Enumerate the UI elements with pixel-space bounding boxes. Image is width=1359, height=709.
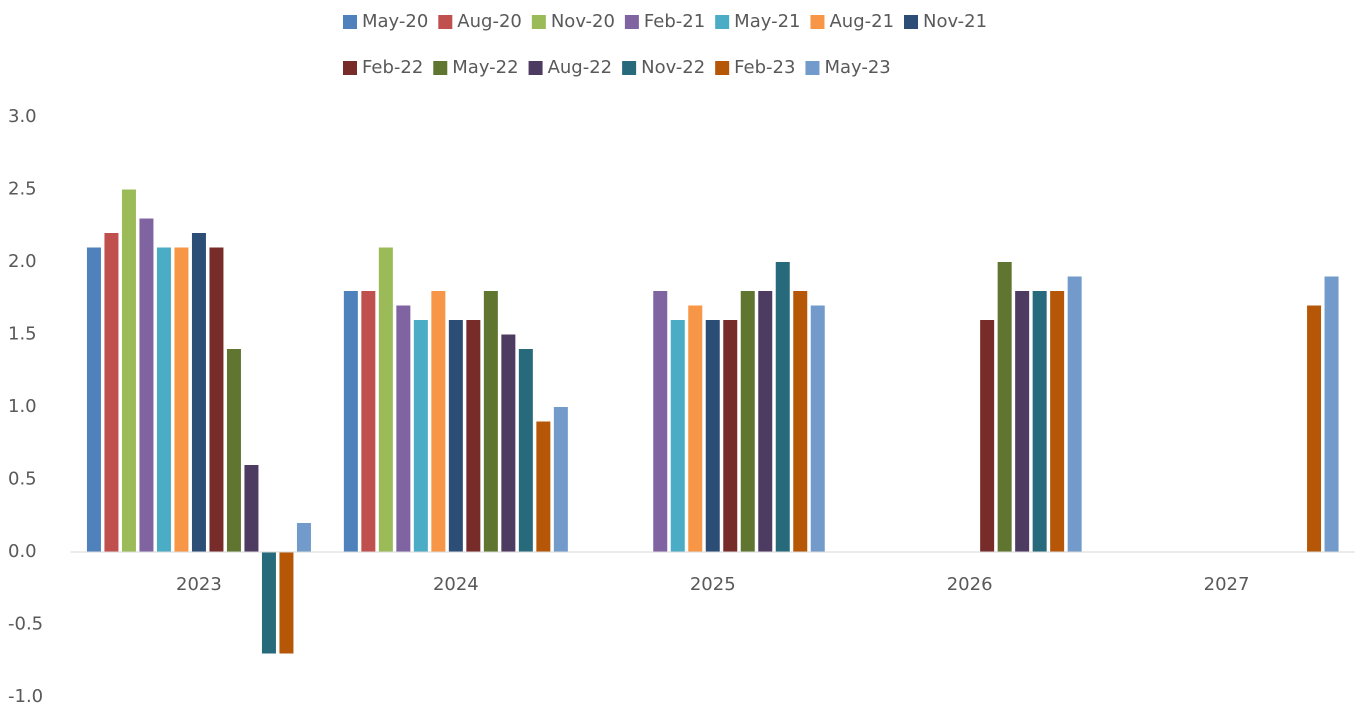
bar [723,320,738,552]
x-tick-label: 2023 [176,574,222,595]
legend-label: Feb-23 [734,57,795,78]
legend-swatch [810,15,825,29]
legend-label: May-21 [734,11,800,32]
legend-label: Aug-20 [457,11,522,32]
y-tick-label: 2.0 [8,251,37,272]
bar [139,218,154,552]
legend-swatch [622,61,637,75]
bar [980,320,995,552]
y-tick-label: -1.0 [8,686,43,707]
y-tick-label: 1.5 [8,324,37,345]
x-tick-label: 2024 [433,574,479,595]
bar [156,247,171,552]
legend-swatch [433,61,448,75]
legend-label: May-23 [824,57,890,78]
y-tick-label: 0.0 [8,541,37,562]
bar [104,233,119,552]
bar [705,320,720,552]
bar [86,247,101,552]
legend-swatch [531,15,546,29]
bar [261,552,276,654]
bar [121,189,136,552]
bar [448,320,463,552]
y-tick-label: 3.0 [8,106,37,127]
legend-swatch [624,15,639,29]
bar [466,320,481,552]
legend-label: Aug-22 [548,57,613,78]
bar [174,247,189,552]
x-tick-label: 2026 [947,574,993,595]
x-tick-label: 2027 [1204,574,1250,595]
bar [793,291,808,552]
legend-swatch [343,61,357,75]
legend-swatch [343,15,357,29]
y-tick-label: -0.5 [8,614,43,635]
bar [1324,276,1339,552]
legend-swatch [805,61,820,75]
legend-swatch [715,15,730,29]
bar [670,320,685,552]
bar [1307,305,1322,552]
bar [378,247,393,552]
bar [1032,291,1047,552]
legend-label: May-22 [452,57,518,78]
bar [810,305,825,552]
y-tick-label: 2.5 [8,179,37,200]
bar [501,334,516,552]
legend-swatch [438,15,453,29]
bar [244,465,259,552]
legend-label: Nov-21 [923,11,987,32]
bar [483,291,498,552]
bar [431,291,446,552]
legend-label: Nov-22 [641,57,705,78]
y-tick-label: 0.5 [8,469,37,490]
legend-swatch [904,15,919,29]
bar [553,407,568,552]
bar [518,349,533,552]
bar [688,305,703,552]
x-tick-label: 2025 [690,574,736,595]
bar [191,233,206,552]
bar [1050,291,1065,552]
bar [209,247,224,552]
bar [536,421,551,552]
bar [1015,291,1030,552]
legend-label: Nov-20 [551,11,615,32]
bar [775,262,790,552]
bar [997,262,1012,552]
legend-swatch [715,61,730,75]
bar [396,305,411,552]
bar [279,552,294,654]
legend-swatch [528,61,543,75]
legend-label: Feb-22 [362,57,423,78]
y-tick-label: 1.0 [8,396,37,417]
legend-label: Aug-21 [829,11,894,32]
bar [296,523,311,552]
bar [413,320,428,552]
bar [740,291,755,552]
bar [343,291,358,552]
bar [361,291,376,552]
bar [653,291,668,552]
bar [1067,276,1082,552]
legend-label: May-20 [362,11,428,32]
legend-label: Feb-21 [644,11,705,32]
bar [758,291,773,552]
bar [226,349,241,552]
